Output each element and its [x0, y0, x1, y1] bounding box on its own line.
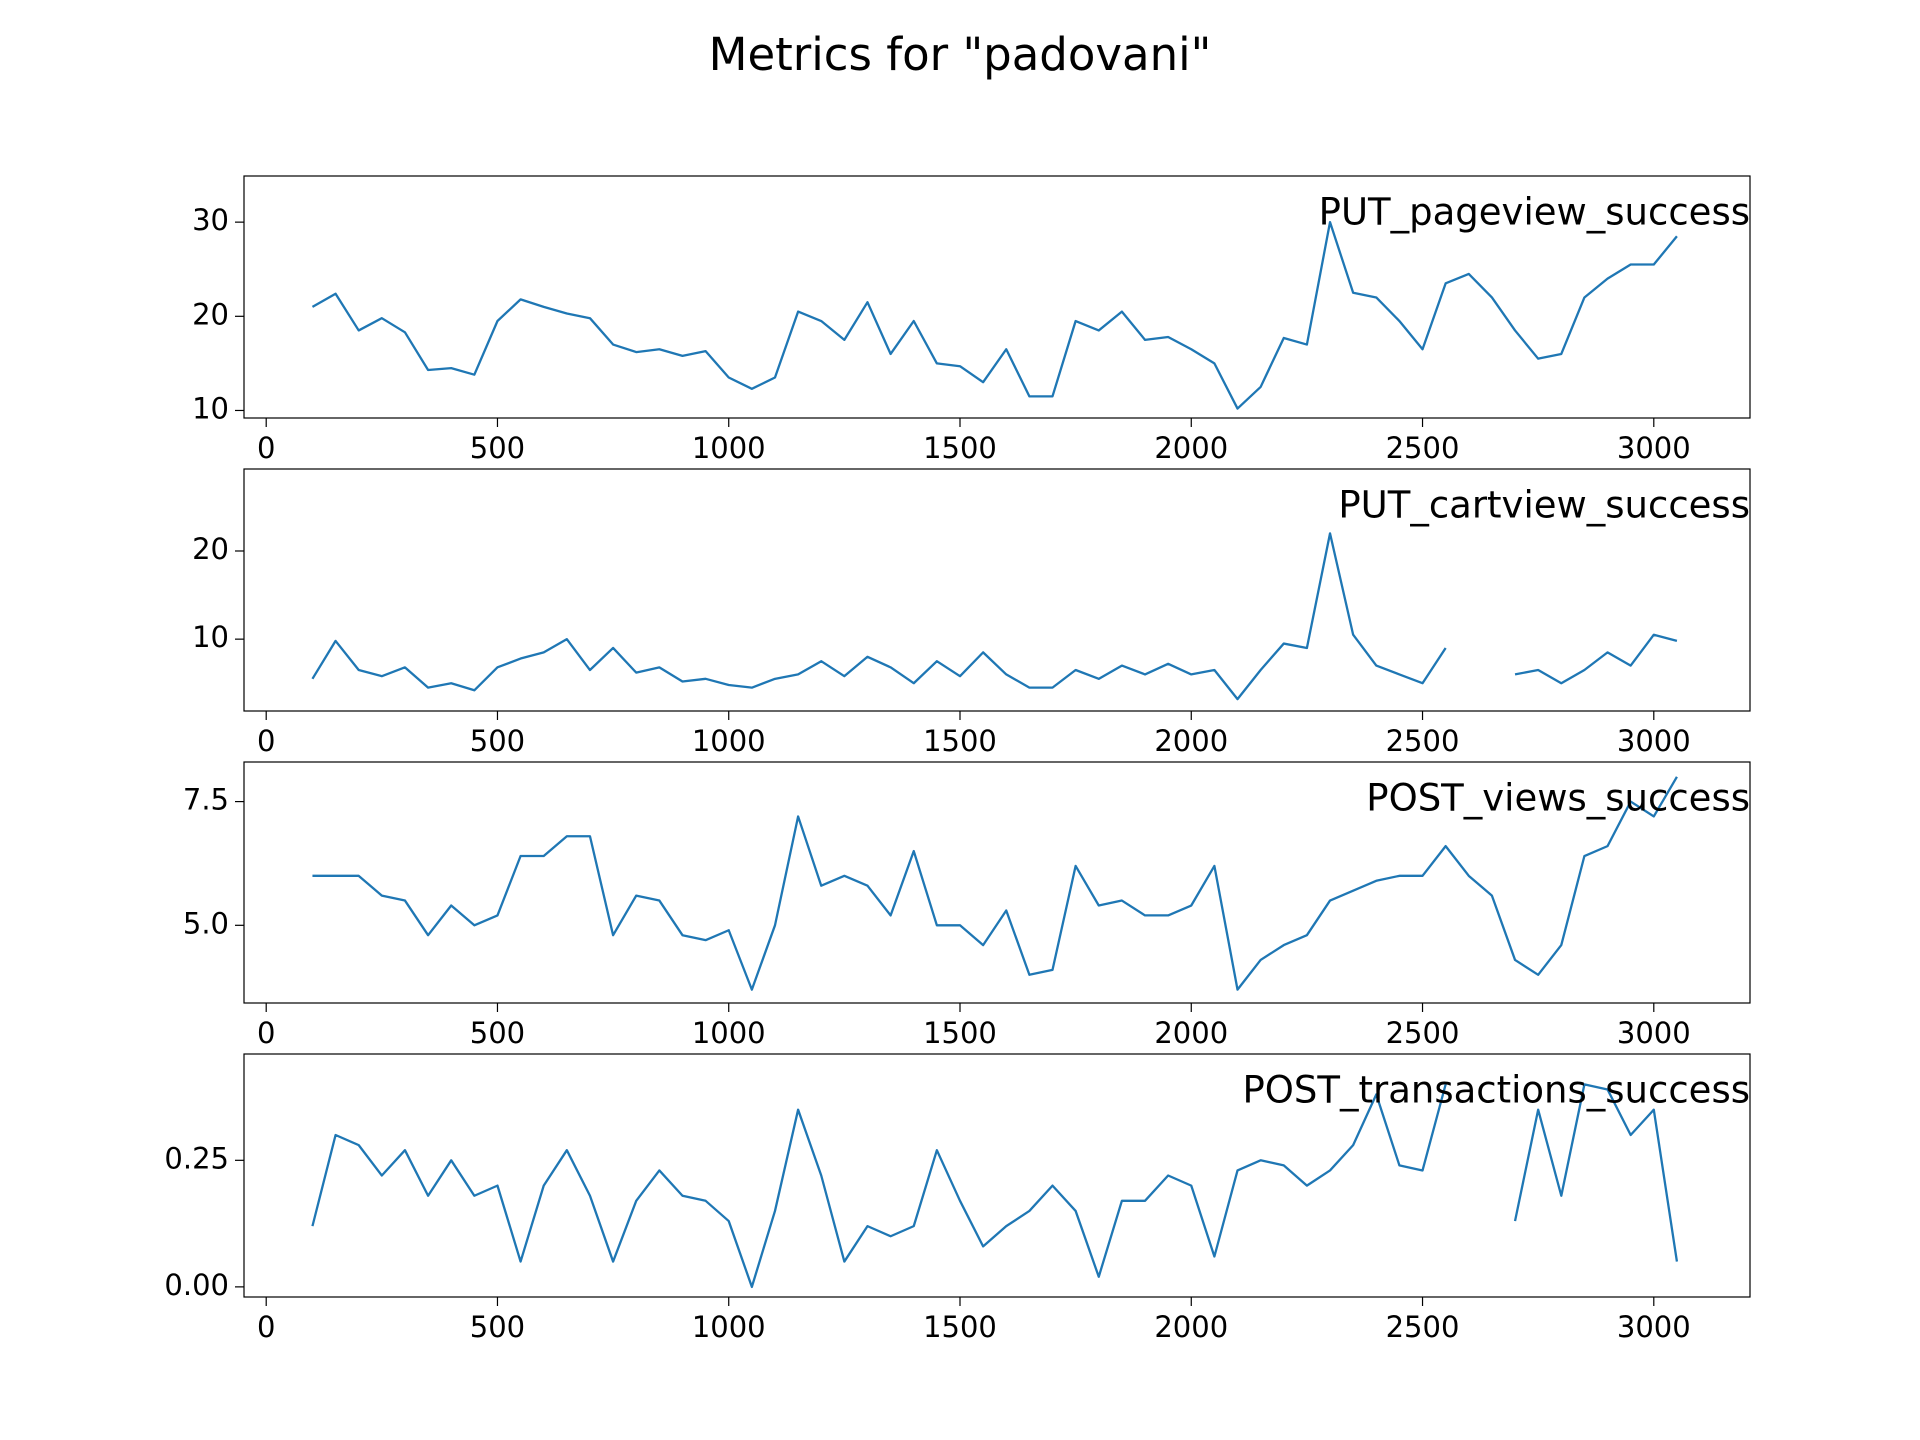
- y-tick-label: 10: [192, 391, 229, 425]
- x-tick-label: 2000: [1154, 724, 1228, 758]
- x-tick-label: 3000: [1617, 724, 1691, 758]
- x-tick-label: 1500: [923, 431, 997, 465]
- x-tick-label: 3000: [1617, 431, 1691, 465]
- x-tick-label: 500: [470, 431, 525, 465]
- x-tick-label: 0: [257, 724, 275, 758]
- x-tick-label: 1000: [692, 1016, 766, 1050]
- x-tick-label: 1000: [692, 431, 766, 465]
- y-tick-label: 7.5: [183, 783, 229, 817]
- x-tick-label: 1500: [923, 1310, 997, 1344]
- legend-label: PUT_pageview_success: [1319, 191, 1750, 234]
- data-line: [312, 776, 1678, 991]
- y-tick-label: 30: [192, 203, 229, 237]
- axes-frame: [243, 761, 1751, 1004]
- axes-frame: [243, 468, 1751, 712]
- y-tick-label: 20: [192, 297, 229, 331]
- x-tick-label: 500: [470, 724, 525, 758]
- x-tick-label: 2500: [1386, 724, 1460, 758]
- x-tick-label: 2500: [1386, 1016, 1460, 1050]
- legend-label: PUT_cartview_success: [1338, 484, 1750, 527]
- legend-label: POST_transactions_success: [1242, 1069, 1750, 1112]
- axes-background: [244, 762, 1750, 1003]
- legend-label: POST_views_success: [1366, 777, 1750, 820]
- x-tick-label: 3000: [1617, 1310, 1691, 1344]
- x-tick-label: 2000: [1154, 1310, 1228, 1344]
- x-tick-label: 2000: [1154, 1016, 1228, 1050]
- x-tick-label: 1000: [692, 1310, 766, 1344]
- x-tick-label: 1500: [923, 724, 997, 758]
- x-tick-label: 2000: [1154, 431, 1228, 465]
- x-tick-label: 2500: [1386, 431, 1460, 465]
- y-tick-label: 0.25: [164, 1141, 229, 1175]
- x-tick-label: 2500: [1386, 1310, 1460, 1344]
- x-tick-label: 0: [257, 431, 275, 465]
- y-tick-label: 5.0: [183, 906, 229, 940]
- figure-title: Metrics for "padovani": [709, 28, 1212, 81]
- x-tick-label: 0: [257, 1016, 275, 1050]
- x-tick-label: 0: [257, 1310, 275, 1344]
- y-tick-label: 10: [192, 620, 229, 654]
- axes-background: [244, 1054, 1750, 1297]
- axes-frame: [243, 1053, 1751, 1298]
- data-line: [311, 532, 1678, 701]
- x-tick-label: 500: [470, 1310, 525, 1344]
- axes-background: [244, 176, 1750, 418]
- data-line: [311, 1083, 1679, 1289]
- y-tick-label: 20: [192, 532, 229, 566]
- x-tick-label: 3000: [1617, 1016, 1691, 1050]
- y-tick-label: 0.00: [164, 1268, 229, 1302]
- axes-frame: [243, 175, 1751, 419]
- data-line: [311, 220, 1678, 410]
- x-tick-label: 1500: [923, 1016, 997, 1050]
- x-tick-label: 1000: [692, 724, 766, 758]
- x-tick-label: 500: [470, 1016, 525, 1050]
